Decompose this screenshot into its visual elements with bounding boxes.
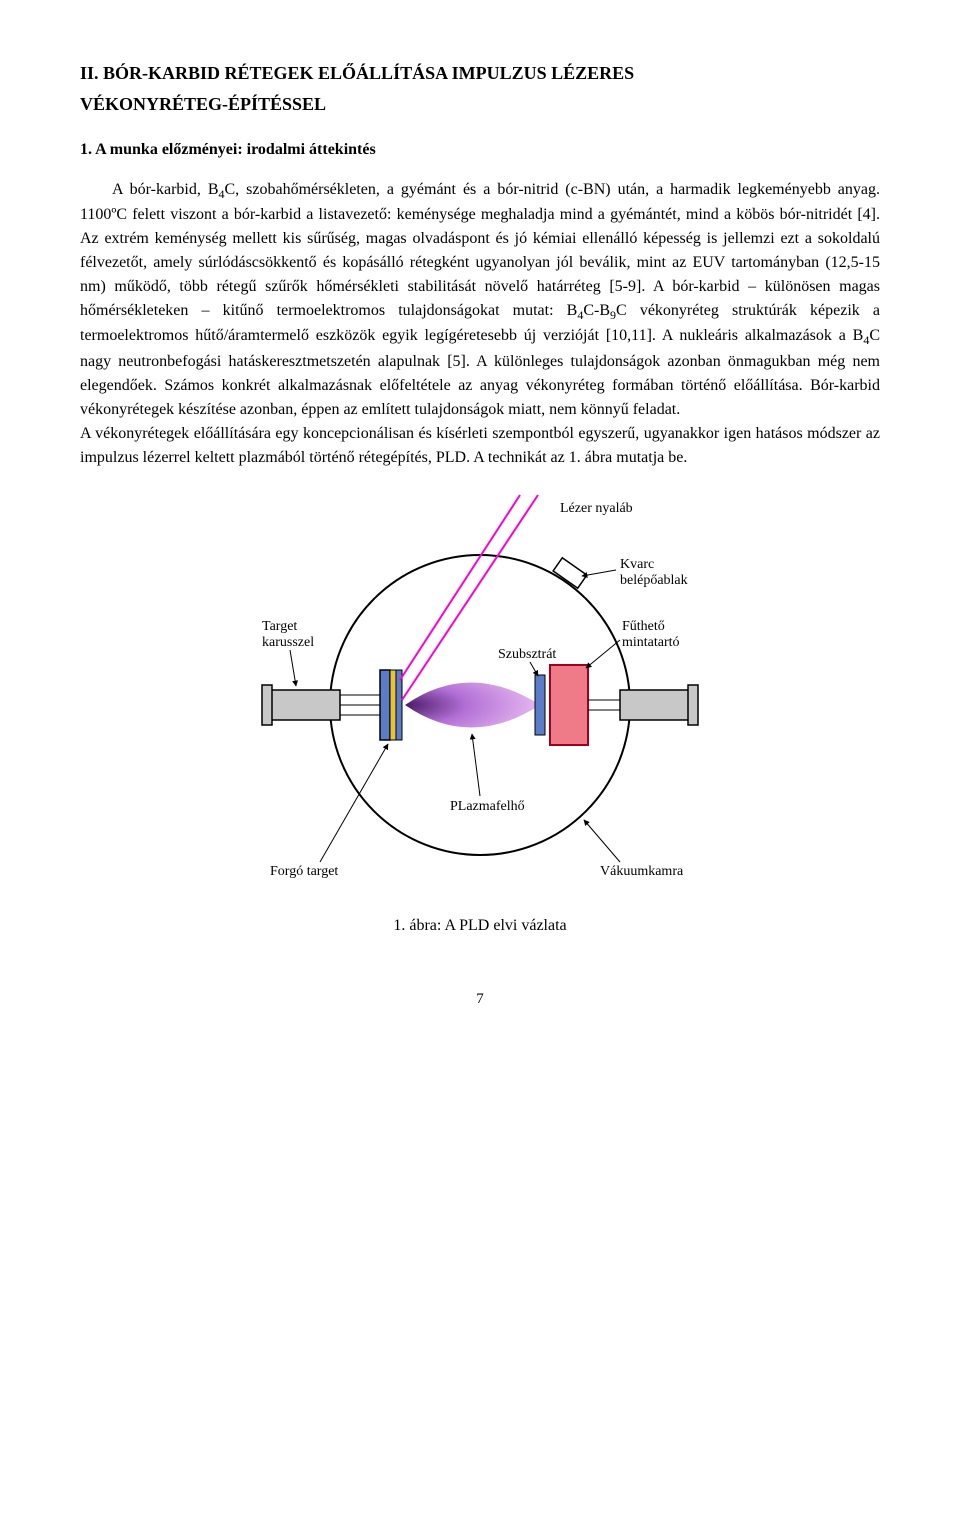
sample-holder: [550, 665, 588, 745]
carousel-cap: [262, 685, 272, 725]
quartz-window: [553, 557, 587, 587]
section-heading-line2: VÉKONYRÉTEG-ÉPÍTÉSSEL: [80, 91, 880, 118]
right-port: [620, 690, 690, 720]
figure-1: Lézer nyaláb Kvarc belépőablak Target ka…: [80, 490, 880, 938]
carousel-port: [270, 690, 340, 720]
right-cap: [688, 685, 698, 725]
pld-diagram: Lézer nyaláb Kvarc belépőablak Target ka…: [80, 490, 880, 898]
target-plate-1: [380, 670, 390, 740]
label-laser: Lézer nyaláb: [560, 501, 633, 516]
target-plate-3: [396, 670, 402, 740]
label-carousel: Target karusszel: [262, 619, 314, 650]
label-chamber: Vákuumkamra: [600, 864, 684, 879]
para1-part-c: C-B: [583, 302, 610, 319]
target-plate-2: [390, 670, 396, 740]
label-substrate: Szubsztrát: [498, 647, 556, 662]
subsection-heading: 1. A munka előzményei: irodalmi áttekint…: [80, 138, 880, 162]
label-holder: Fűthető mintatartó: [622, 619, 680, 650]
page-number: 7: [80, 988, 880, 1011]
para2-text: A vékonyrétegek előállítására egy koncep…: [80, 425, 880, 466]
substrate-plate: [535, 675, 545, 735]
plasma-plume: [405, 682, 540, 727]
label-window: Kvarc belépőablak: [620, 557, 688, 588]
section-heading-line1: II. BÓR-KARBID RÉTEGEK ELŐÁLLÍTÁSA IMPUL…: [80, 60, 880, 87]
para1-part-b: C, szobahőmérsékleten, a gyémánt és a bó…: [80, 181, 880, 319]
figure-caption: 1. ábra: A PLD elvi vázlata: [80, 914, 880, 938]
label-target: Forgó target: [270, 864, 338, 879]
paragraph-1: A bór-karbid, B4C, szobahőmérsékleten, a…: [80, 178, 880, 422]
label-plasma: PLazmafelhő: [450, 799, 525, 814]
para1-part-a: A bór-karbid, B: [112, 181, 219, 198]
laser-beam-2: [402, 495, 538, 700]
paragraph-2: A vékonyrétegek előállítására egy koncep…: [80, 422, 880, 470]
